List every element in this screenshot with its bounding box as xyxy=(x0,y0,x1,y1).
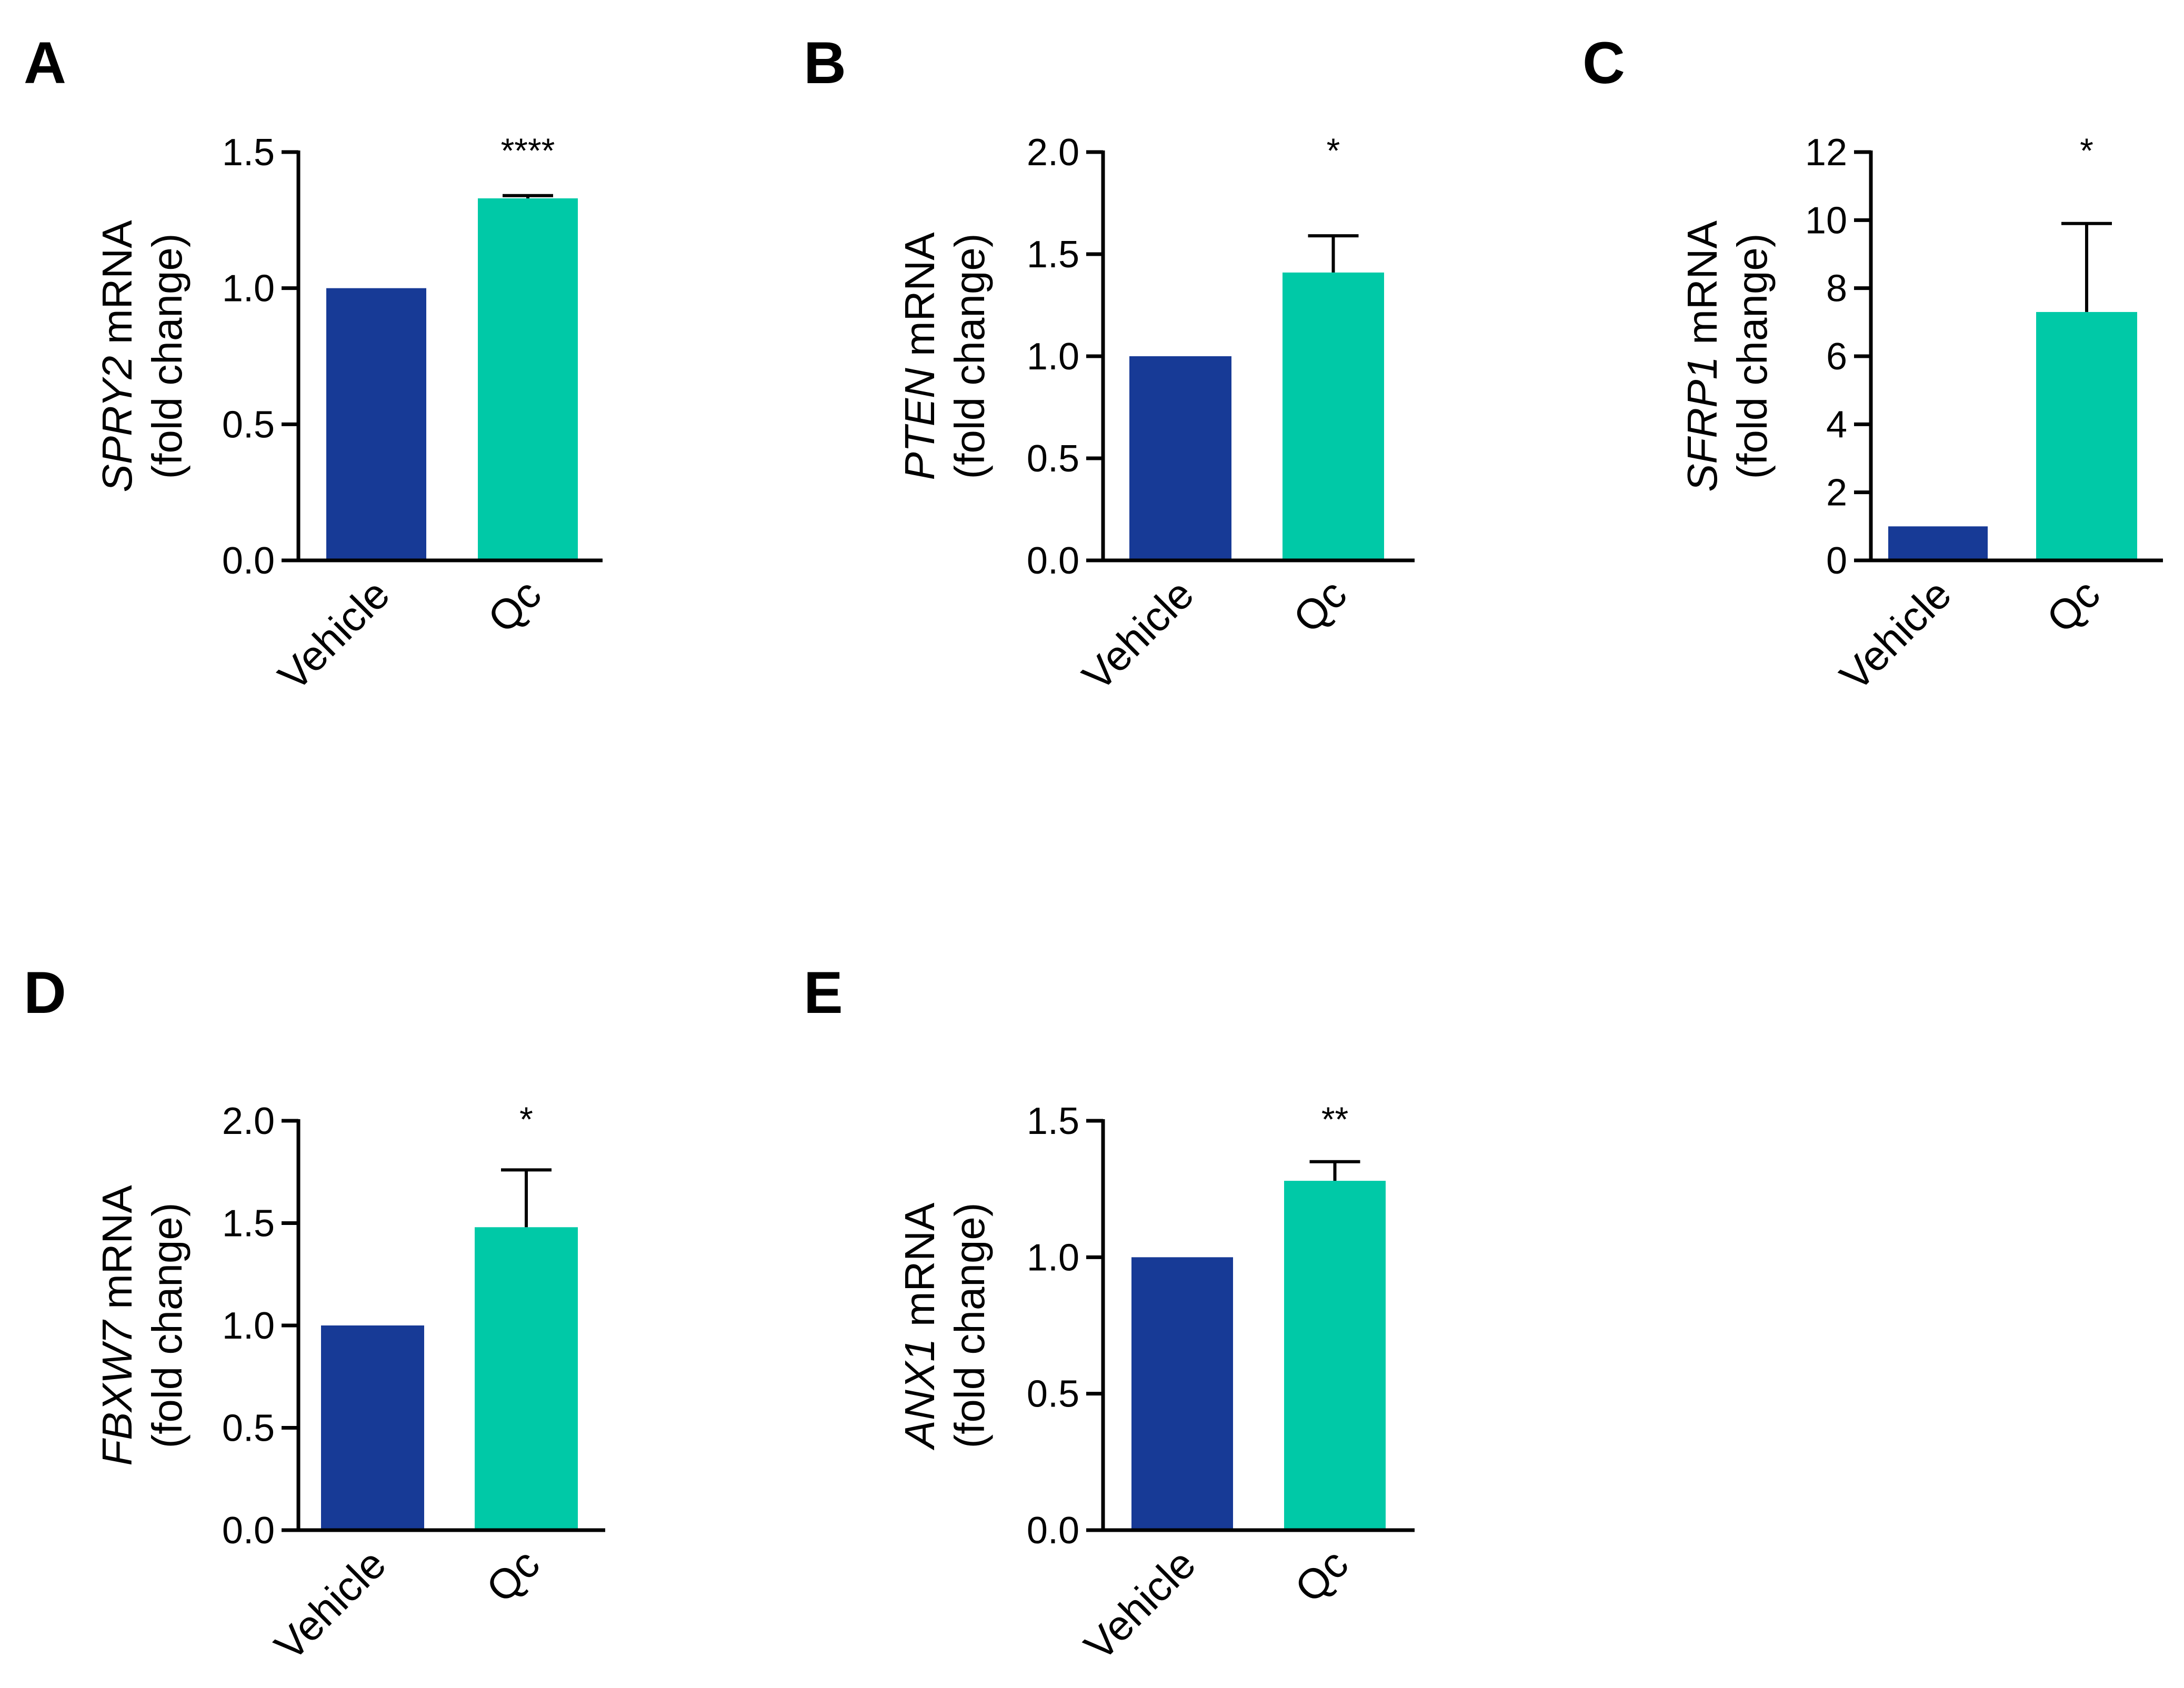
y-tick-label: 0.5 xyxy=(222,404,275,446)
y-axis-label-line2: (fold change) xyxy=(144,1203,191,1449)
gene-name: FBXW7 xyxy=(94,1320,141,1466)
x-category-label: Qc xyxy=(1286,1540,1357,1611)
x-category-label: Vehicle xyxy=(266,1540,395,1669)
y-tick-label: 8 xyxy=(1826,268,1847,310)
panel-a: A **** 0.0 0.5 1.0 1.5 Vehicle Qc SPRY2 mRNA (fol… xyxy=(24,30,603,699)
significance-marker: ** xyxy=(1321,1100,1348,1139)
y-axis-label: PTEN mRNA xyxy=(896,232,943,480)
y-tick-label: 0.0 xyxy=(222,540,275,582)
bar-vehicle xyxy=(1129,356,1231,560)
y-tick-label: 1.5 xyxy=(1027,234,1079,276)
bar-vehicle xyxy=(326,288,426,560)
significance-marker: * xyxy=(519,1100,533,1139)
y-tick-label: 1.5 xyxy=(222,132,275,174)
gene-name: ANX1 xyxy=(896,1338,943,1450)
bar-vehicle xyxy=(1888,526,1988,560)
y-tick-label: 0.5 xyxy=(1027,438,1079,480)
y-tick-label: 0.0 xyxy=(1027,540,1079,582)
y-tick-label: 0.5 xyxy=(222,1408,275,1450)
significance-marker: * xyxy=(2080,131,2093,170)
y-tick-label: 1.5 xyxy=(1027,1100,1079,1142)
y-axis-label: FBXW7 mRNA xyxy=(94,1185,141,1466)
x-category-label: Vehicle xyxy=(1075,1540,1204,1669)
y-tick-label: 10 xyxy=(1805,199,1847,242)
y-tick-label: 1.5 xyxy=(222,1203,275,1245)
bar-qc xyxy=(1284,1181,1386,1530)
bar-vehicle xyxy=(1131,1257,1233,1530)
panel-c: C * 0 2 4 6 8 10 12 Vehicle Qc SFRP1 mRNA (fold chan… xyxy=(1582,30,2163,699)
y-axis-label-suffix: mRNA xyxy=(1679,220,1726,356)
y-tick-label: 0.0 xyxy=(222,1510,275,1552)
bar-qc xyxy=(478,198,578,560)
gene-name: SPRY2 xyxy=(94,356,141,492)
y-tick-label: 1.0 xyxy=(1027,1237,1079,1279)
y-axis-label: SFRP1 mRNA xyxy=(1679,220,1726,492)
y-axis-label-line2: (fold change) xyxy=(946,1203,993,1449)
y-tick-label: 0.0 xyxy=(1027,1510,1079,1552)
significance-marker: **** xyxy=(501,131,555,170)
y-axis-label-line2: (fold change) xyxy=(1729,234,1776,479)
significance-marker: * xyxy=(1327,131,1340,170)
panel-letter: D xyxy=(24,960,66,1026)
error-bar xyxy=(501,1168,552,1228)
y-axis-label-suffix: mRNA xyxy=(896,232,943,368)
y-axis-label-suffix: mRNA xyxy=(896,1202,943,1338)
y-axis-label-line2: (fold change) xyxy=(144,234,191,479)
panel-b: B * 0.0 0.5 1.0 1.5 2.0 Vehicle Qc PTEN mRNA (fold… xyxy=(804,30,1415,699)
y-axis-label-suffix: mRNA xyxy=(94,220,141,356)
x-category-label: Vehicle xyxy=(1074,570,1203,699)
panel-letter: E xyxy=(804,960,843,1026)
panel-e: E ** 0.0 0.5 1.0 1.5 Vehicle Qc ANX1 mRNA (fold c… xyxy=(804,960,1415,1669)
x-category-label: Qc xyxy=(2038,570,2109,641)
y-tick-label: 4 xyxy=(1826,404,1847,446)
bar-qc xyxy=(2036,312,2137,560)
bar-vehicle xyxy=(321,1325,424,1530)
y-axis-label-line2: (fold change) xyxy=(946,234,993,479)
y-tick-label: 0.5 xyxy=(1027,1373,1079,1415)
panel-d: D * 0.0 0.5 1.0 1.5 2.0 Vehicle Qc FBXW7 mRNA (fol… xyxy=(24,960,605,1669)
y-tick-label: 6 xyxy=(1826,336,1847,378)
y-tick-label: 0 xyxy=(1826,540,1847,582)
y-tick-label: 2.0 xyxy=(222,1100,275,1142)
error-bar xyxy=(1308,234,1359,273)
error-bar xyxy=(1309,1160,1360,1181)
x-category-label: Vehicle xyxy=(1831,570,1960,699)
y-tick-label: 1.0 xyxy=(222,1305,275,1347)
panel-letter: B xyxy=(804,30,846,96)
x-category-label: Qc xyxy=(477,1540,548,1611)
y-axis-label: ANX1 mRNA xyxy=(896,1202,943,1450)
y-axis-label-suffix: mRNA xyxy=(94,1185,141,1321)
y-tick-label: 12 xyxy=(1805,132,1847,174)
error-bar xyxy=(503,194,553,198)
x-category-label: Qc xyxy=(1284,570,1355,641)
x-category-label: Vehicle xyxy=(269,570,398,699)
x-category-label: Qc xyxy=(479,570,550,641)
bar-qc xyxy=(1283,272,1384,560)
bar-qc xyxy=(475,1227,578,1530)
gene-name: PTEN xyxy=(896,368,943,480)
panel-letter: C xyxy=(1582,30,1625,96)
y-axis-label: SPRY2 mRNA xyxy=(94,220,141,493)
y-tick-label: 2.0 xyxy=(1027,132,1079,174)
y-tick-label: 1.0 xyxy=(1027,336,1079,378)
y-tick-label: 2 xyxy=(1826,472,1847,514)
y-tick-label: 1.0 xyxy=(222,268,275,310)
gene-name: SFRP1 xyxy=(1679,356,1726,492)
error-bar xyxy=(2061,222,2112,312)
panel-letter: A xyxy=(24,30,66,96)
